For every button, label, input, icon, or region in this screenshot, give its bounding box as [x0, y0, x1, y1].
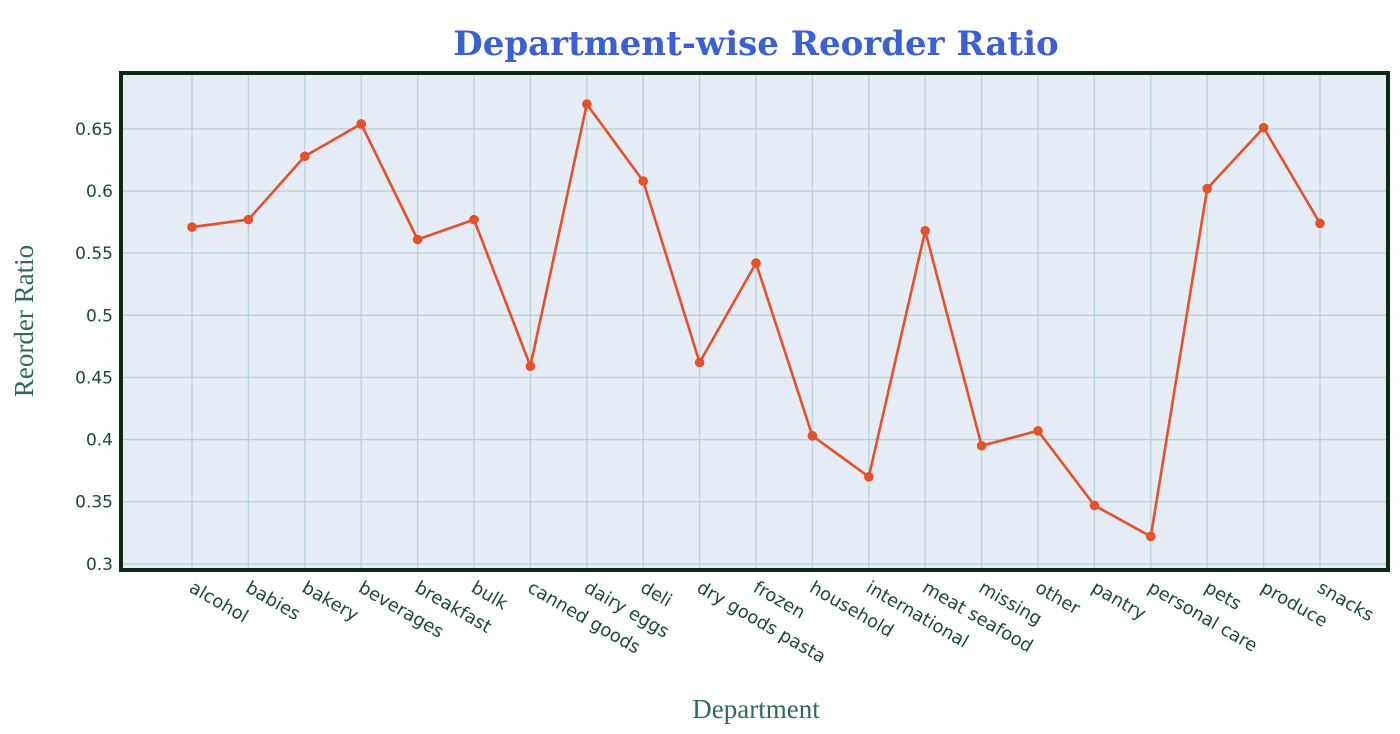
- x-axis-ticks: alcoholbabiesbakerybeveragesbreakfastbul…: [186, 577, 1378, 668]
- chart-title: Department-wise Reorder Ratio: [453, 24, 1058, 64]
- grid-lines: [121, 73, 1388, 570]
- data-points: [187, 99, 1325, 542]
- data-point: [525, 361, 536, 372]
- data-point: [1089, 500, 1100, 511]
- data-point: [1258, 122, 1269, 133]
- data-point: [976, 440, 987, 451]
- data-point: [243, 214, 254, 225]
- x-tick-label: babies: [242, 577, 304, 625]
- plot-area: [121, 73, 1388, 570]
- x-tick-label: bakery: [298, 577, 362, 626]
- data-point: [187, 222, 197, 232]
- data-point: [1202, 183, 1212, 194]
- data-point: [582, 99, 592, 109]
- data-point: [1315, 218, 1325, 229]
- data-point: [469, 214, 479, 225]
- y-tick-label: 0.5: [86, 306, 113, 326]
- data-point: [638, 176, 648, 186]
- data-point: [412, 234, 423, 245]
- x-tick-label: personal care: [1144, 577, 1261, 656]
- x-axis-title: Department: [692, 694, 820, 724]
- data-point: [1146, 531, 1156, 542]
- data-point: [807, 431, 818, 441]
- plot-border: [119, 71, 1390, 572]
- y-tick-label: 0.65: [75, 120, 113, 140]
- y-tick-label: 0.6: [86, 182, 113, 202]
- data-point: [864, 472, 874, 482]
- data-point: [356, 119, 367, 129]
- y-tick-label: 0.55: [75, 244, 113, 264]
- x-tick-label: pantry: [1088, 577, 1150, 625]
- x-tick-label: alcohol: [186, 577, 252, 627]
- data-point: [920, 225, 930, 236]
- data-point: [300, 151, 310, 162]
- y-axis-title: Reorder Ratio: [9, 245, 39, 397]
- data-point: [751, 258, 761, 268]
- y-tick-label: 0.35: [75, 493, 113, 513]
- y-tick-label: 0.4: [86, 431, 113, 451]
- y-tick-label: 0.45: [75, 368, 113, 388]
- y-axis-ticks: 0.3 0.35 0.4 0.45 0.5 0.55 0.6 0.65: [75, 120, 113, 575]
- y-tick-label: 0.3: [86, 555, 113, 575]
- data-point: [1033, 426, 1043, 436]
- data-point: [694, 357, 705, 368]
